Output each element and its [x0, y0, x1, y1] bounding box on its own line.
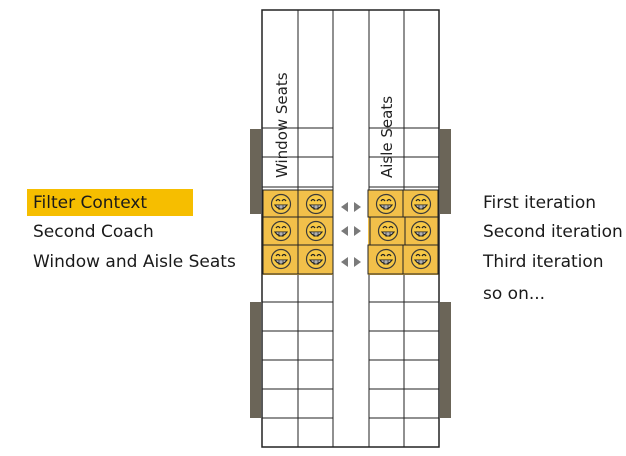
first-iteration-label: First iteration — [483, 193, 596, 213]
left-seat-grid — [262, 127, 333, 419]
filter-context-label: Filter Context — [33, 193, 148, 213]
right-side-bar-top — [440, 129, 451, 214]
second-coach-label: Second Coach — [33, 222, 154, 242]
filter-context-highlight — [27, 189, 193, 216]
window-seats-label: Window Seats — [273, 72, 291, 178]
right-seat-grid — [369, 127, 439, 419]
right-side-bar-bottom — [440, 302, 451, 418]
third-iteration-label: Third iteration — [483, 252, 604, 272]
left-side-bar-bottom — [250, 302, 261, 418]
window-aisle-label: Window and Aisle Seats — [33, 252, 236, 272]
aisle-seats-label: Aisle Seats — [378, 96, 396, 178]
so-on-label: so on... — [483, 284, 546, 304]
second-iteration-label: Second iteration — [483, 222, 623, 242]
left-side-bar-top — [250, 129, 261, 214]
